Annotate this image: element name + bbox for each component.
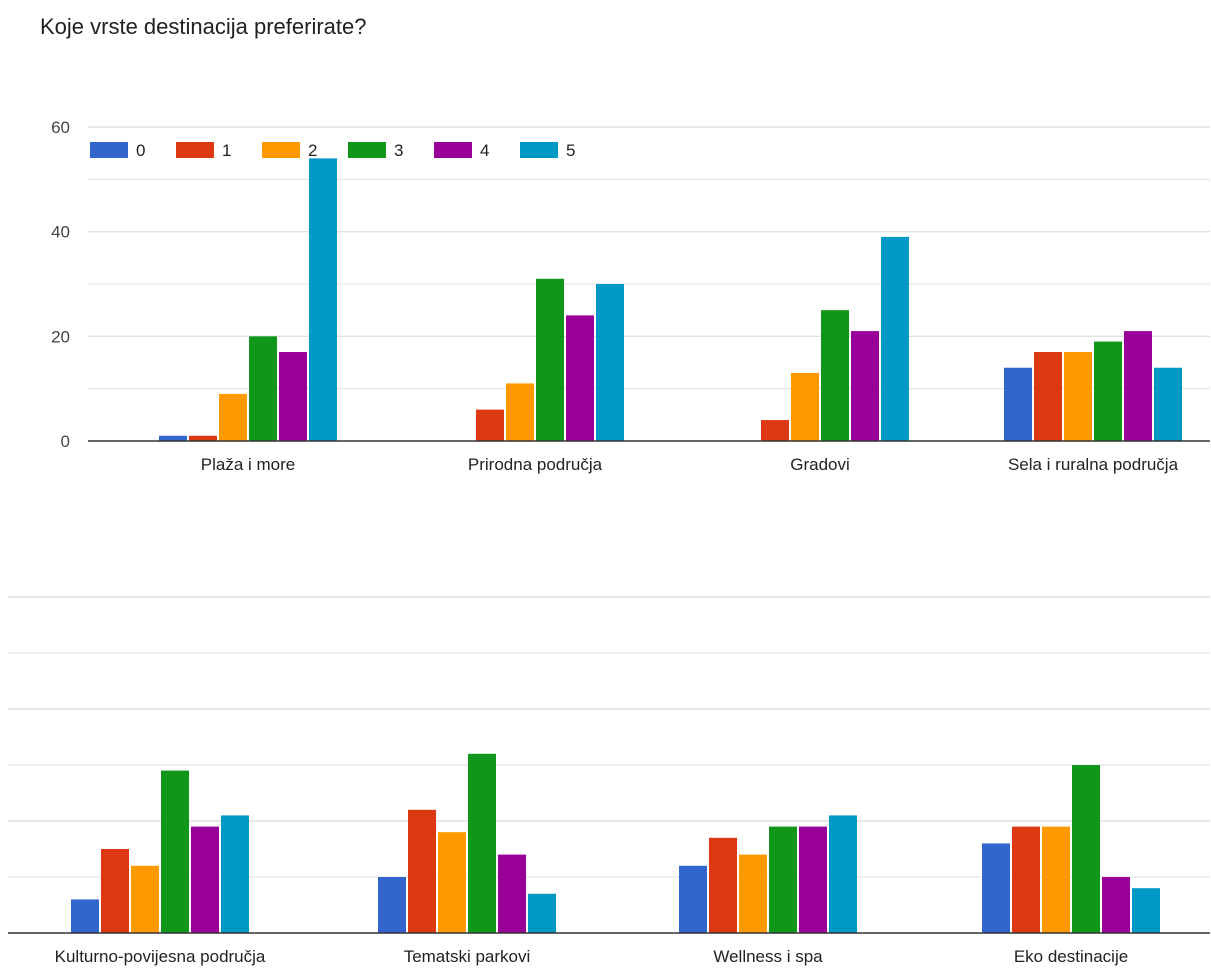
page-title: Koje vrste destinacija preferirate? [40, 14, 367, 39]
bar [498, 854, 526, 933]
bar [438, 832, 466, 933]
category-label: Plaža i more [201, 455, 295, 474]
bar [769, 826, 797, 933]
bar [821, 310, 849, 441]
bar [506, 383, 534, 441]
bar [408, 809, 436, 933]
bar [761, 420, 789, 441]
bar [679, 865, 707, 933]
bar [71, 899, 99, 933]
legend-label: 5 [566, 141, 575, 160]
bar [739, 854, 767, 933]
legend-label: 1 [222, 141, 231, 160]
bar [596, 284, 624, 441]
category-label: Tematski parkovi [404, 947, 531, 966]
bar [1042, 826, 1070, 933]
bar [309, 158, 337, 441]
bar [101, 849, 129, 933]
legend-swatch [176, 142, 214, 158]
legend-swatch [348, 142, 386, 158]
bar [881, 236, 909, 441]
bar [566, 315, 594, 441]
legend-label: 3 [394, 141, 403, 160]
bar [159, 435, 187, 441]
bar [189, 435, 217, 441]
bar [221, 815, 249, 933]
legend-swatch [90, 142, 128, 158]
bar [161, 770, 189, 933]
bar [191, 826, 219, 933]
bar [476, 409, 504, 441]
legend-swatch [520, 142, 558, 158]
bar [1004, 367, 1032, 441]
bar [851, 331, 879, 441]
bar [536, 278, 564, 441]
category-label: Wellness i spa [713, 947, 823, 966]
y-tick-label: 20 [51, 327, 70, 346]
bar [279, 352, 307, 441]
bar [1102, 877, 1130, 933]
legend-label: 2 [308, 141, 317, 160]
bar [1012, 826, 1040, 933]
bar [131, 865, 159, 933]
legend-label: 0 [136, 141, 145, 160]
category-label: Kulturno-povijesna područja [55, 947, 266, 966]
bar [791, 372, 819, 441]
bar [982, 843, 1010, 933]
y-tick-label: 40 [51, 223, 70, 242]
legend-label: 4 [480, 141, 489, 160]
bar [1094, 341, 1122, 441]
category-label: Prirodna područja [468, 455, 603, 474]
bar [1034, 352, 1062, 441]
bar [1154, 367, 1182, 441]
category-label: Eko destinacije [1014, 947, 1128, 966]
bar [1064, 352, 1092, 441]
category-label: Gradovi [790, 455, 850, 474]
bar [799, 826, 827, 933]
y-tick-label: 0 [61, 432, 70, 451]
category-label: Sela i ruralna područja [1008, 455, 1179, 474]
bar [378, 877, 406, 933]
legend-swatch [262, 142, 300, 158]
bar [219, 393, 247, 441]
bar [1124, 331, 1152, 441]
bar [249, 336, 277, 441]
bar [1072, 765, 1100, 933]
y-tick-label: 60 [51, 118, 70, 137]
legend-swatch [434, 142, 472, 158]
bar [829, 815, 857, 933]
bar [468, 753, 496, 933]
bar [528, 893, 556, 933]
bar [1132, 888, 1160, 933]
bar [709, 837, 737, 933]
